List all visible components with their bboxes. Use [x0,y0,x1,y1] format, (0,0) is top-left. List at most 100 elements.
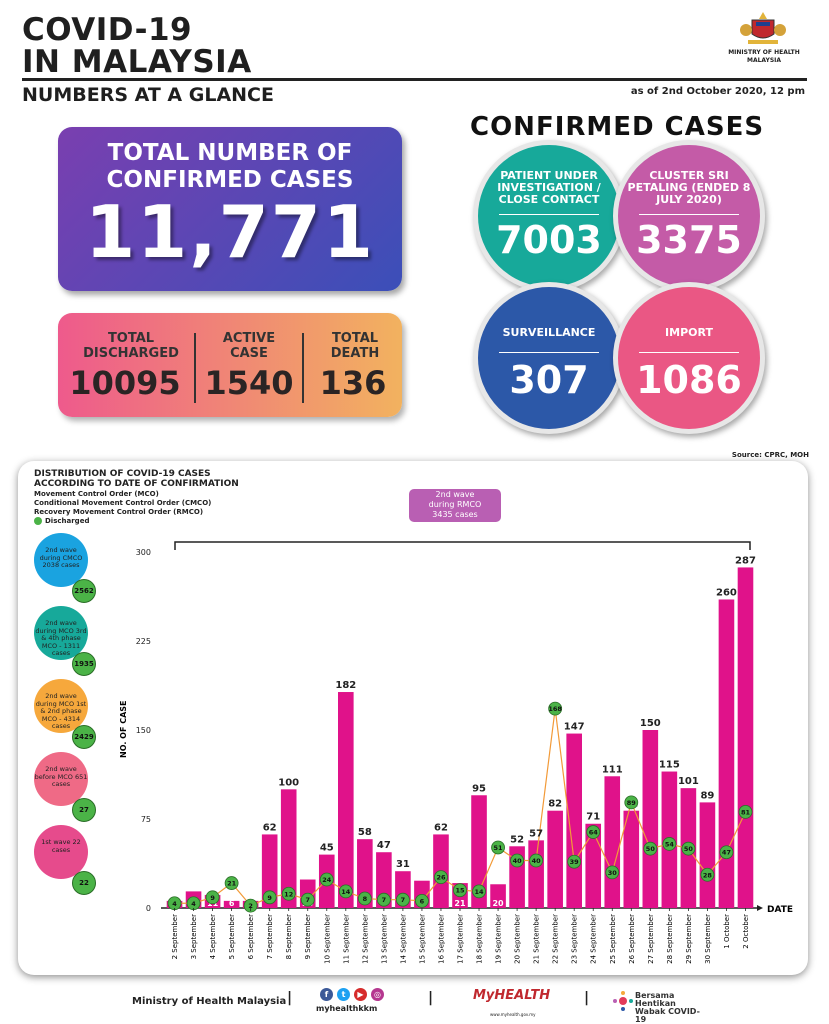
x-tick-label: 9 September [304,914,312,959]
discharged-value-label: 50 [646,845,656,853]
wave-label: 2nd wave during MCO 1st & 2nd phase MCO … [35,692,87,730]
discharged-marker [453,883,467,898]
discharged-marker [243,898,258,913]
chart-bar [737,567,754,908]
wave-label: 2nd wave before MCO 651 cases [34,765,88,788]
x-tick-label: 2 September [171,914,179,959]
rmco-bracket [174,541,751,550]
chart-title-line1: DISTRIBUTION OF COVID-19 CASES [34,469,211,479]
discharged-marker [681,841,696,856]
x-tick-label: 21 September [533,914,541,964]
facebook-icon[interactable]: f [320,988,333,1001]
bar-value-label: 45 [320,843,334,854]
bubble-cluster-label: CLUSTER SRI PETALING (ENDED 8 JULY 2020) [627,169,751,206]
discharged-marker [300,892,315,907]
bar-value-label: 147 [564,722,585,733]
discharged-marker [281,886,296,901]
discharged-value-label: 54 [665,840,675,848]
bar-value-label: 52 [510,834,524,845]
discharged-value-label: 26 [436,874,446,882]
chart-bar [280,789,297,908]
discharged-marker [224,876,239,890]
discharged-value-label: 81 [741,808,751,816]
discharged-marker [376,892,391,907]
bubble-import [613,282,765,434]
x-tick-label: 10 September [323,914,331,964]
bar-value-label: 57 [529,828,543,839]
x-tick-label: 8 September [285,914,293,959]
x-tick-label: 6 September [247,914,255,959]
bubble-pui [473,140,625,292]
bar-value-label: 71 [586,812,600,823]
wave-count-badge: 27 [72,798,96,822]
x-tick-label: 17 September [457,914,465,964]
discharged-line [174,708,747,907]
discharged-value-label: 2 [248,902,253,910]
discharged-marker [472,884,486,899]
bar-value-label: 82 [548,799,562,810]
x-tick-label: 11 September [342,914,350,964]
death-label: TOTAL DEATH [330,331,380,361]
death-value: 136 [319,364,387,402]
chart-bar [623,810,640,908]
discharged-value-label: 8 [363,895,368,903]
discharged-marker [434,870,448,885]
discharged-marker [205,890,220,905]
footer-separator: | [287,990,293,1006]
stats-card [58,313,402,417]
discharged-marker [662,837,677,851]
bubble-surveillance [473,282,625,434]
x-tick-label: 29 September [685,914,693,964]
stats-divider [302,333,304,403]
total-cases-value: 11,771 [85,190,375,274]
bar-value-label: 100 [278,777,299,788]
youtube-icon[interactable]: ▶ [354,988,367,1001]
rmco-line2: during RMCO [428,500,482,509]
discharged-value-label: 12 [284,890,293,898]
chart-bar [718,599,735,908]
x-tick-label: 7 September [266,914,274,959]
discharged-value-label: 9 [267,894,272,902]
discharged-marker [624,795,639,810]
x-tick-label: 12 September [361,914,369,964]
wave-count-badge: 2562 [72,579,96,603]
x-tick-label: 30 September [704,914,712,964]
discharged-value-label: 64 [589,829,599,837]
chart-bar [547,810,563,908]
wave-circle [34,752,88,806]
y-tick-label: 300 [136,548,151,557]
x-tick-label: 4 September [209,914,217,959]
y-tick-label: 150 [136,726,151,735]
myhealth-url: www.myhealth.gov.my [490,1012,536,1017]
bar-value-label: 20 [492,899,504,908]
wave-count-badge: 2429 [72,725,96,749]
x-axis-arrow [757,905,763,911]
discharged-label: TOTAL DISCHARGED [83,331,179,361]
wave-label: 2nd wave during CMCO 2038 cases [39,546,83,569]
bersama-logo-icon [613,991,633,1011]
discharged-marker [491,840,505,855]
discharged-marker [567,854,582,869]
discharged-marker [719,845,734,860]
instagram-icon[interactable]: ◎ [371,988,384,1001]
footer-separator: | [428,990,434,1006]
discharged-value: 10095 [69,364,181,402]
discharged-marker [319,872,334,887]
discharged-marker [357,891,372,906]
chart-title-line2: ACCORDING TO DATE OF CONFIRMATION [34,479,239,489]
discharged-value-label: 7 [305,896,310,904]
x-tick-label: 23 September [571,914,579,964]
social-handle: myhealthkkm [316,1004,378,1013]
x-tick-label: 15 September [418,914,426,964]
bubble-import-label: IMPORT [665,326,713,339]
y-axis-label: NO. OF CASE [120,701,128,758]
page-title-line1: COVID-19 [22,12,193,48]
chart-bar [642,730,659,908]
discharged-value-label: 89 [627,799,637,807]
x-tick-label: 2 October [742,914,750,949]
bersama-tagline: Bersama Hentikan Wabak COVID-19 [635,991,700,1024]
bar-value-label: 182 [335,680,356,691]
x-tick-label: 24 September [590,914,598,964]
twitter-icon[interactable]: t [337,988,350,1001]
